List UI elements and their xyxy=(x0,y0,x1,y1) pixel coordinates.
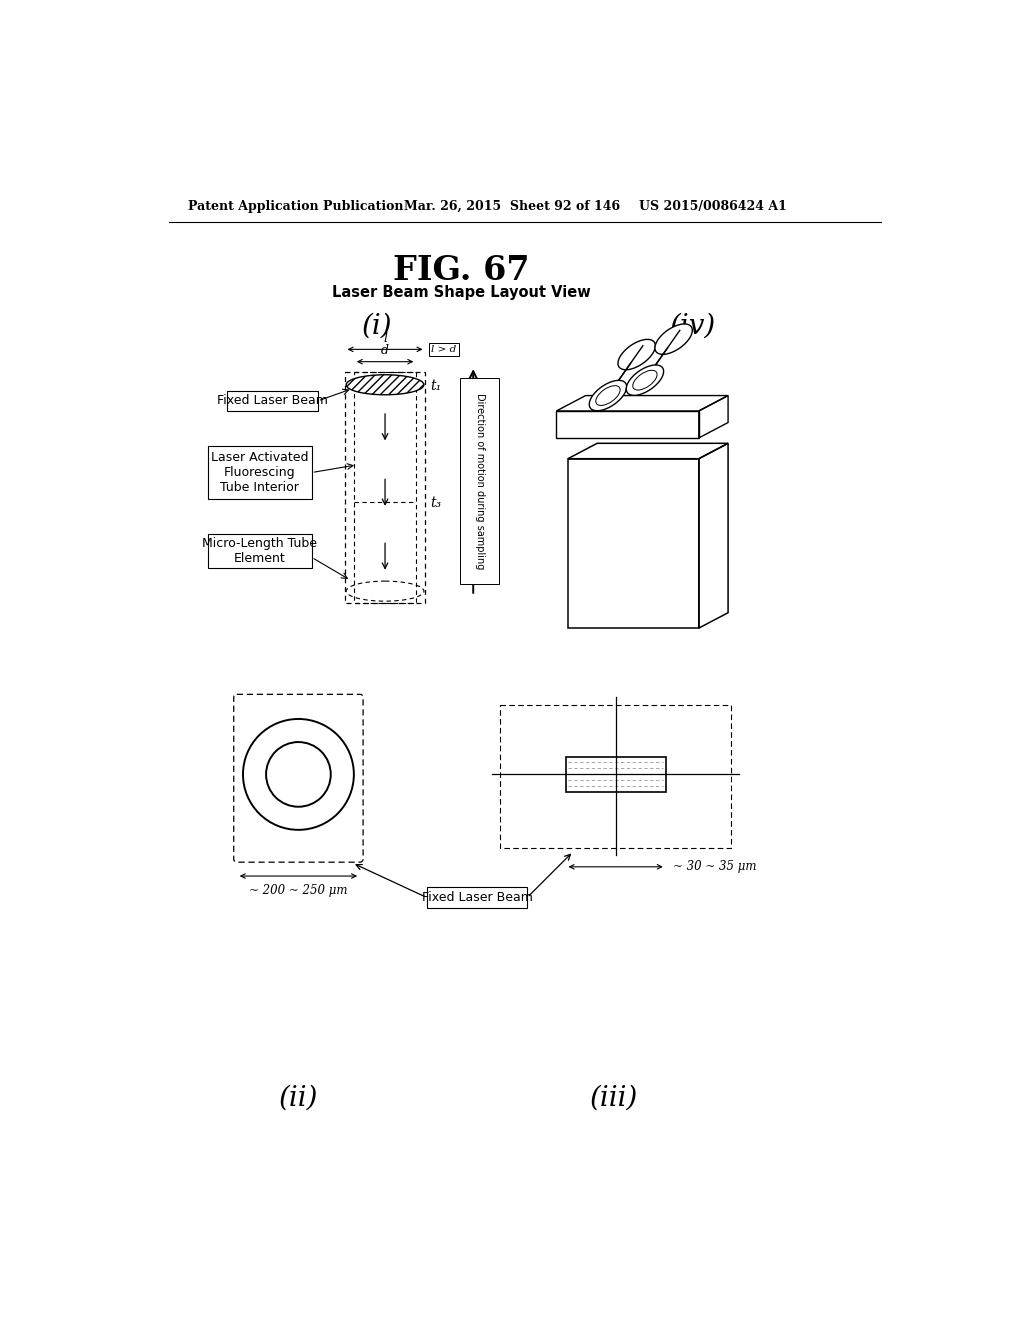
Bar xyxy=(345,372,425,603)
Text: FIG. 67: FIG. 67 xyxy=(393,253,530,286)
Text: Micro-Length Tube
Element: Micro-Length Tube Element xyxy=(202,537,317,565)
Ellipse shape xyxy=(655,323,692,354)
Bar xyxy=(226,391,317,411)
Bar xyxy=(208,535,311,568)
Text: US 2015/0086424 A1: US 2015/0086424 A1 xyxy=(639,199,786,213)
Text: Mar. 26, 2015  Sheet 92 of 146: Mar. 26, 2015 Sheet 92 of 146 xyxy=(403,199,621,213)
Text: ~ 200 ~ 250 μm: ~ 200 ~ 250 μm xyxy=(249,884,348,896)
Text: t₃: t₃ xyxy=(430,496,441,511)
Bar xyxy=(208,446,311,499)
Text: d: d xyxy=(381,345,389,358)
Ellipse shape xyxy=(627,364,664,396)
Text: Fixed Laser Beam: Fixed Laser Beam xyxy=(217,395,328,408)
Text: Fixed Laser Beam: Fixed Laser Beam xyxy=(422,891,532,904)
Ellipse shape xyxy=(589,380,627,411)
Ellipse shape xyxy=(346,375,424,395)
Text: (iii): (iii) xyxy=(590,1084,638,1111)
Bar xyxy=(427,887,527,908)
Text: ~ 30 ~ 35 μm: ~ 30 ~ 35 μm xyxy=(674,861,757,874)
Text: (ii): (ii) xyxy=(279,1084,318,1111)
Bar xyxy=(568,459,698,628)
Ellipse shape xyxy=(617,339,655,370)
Text: Laser Beam Shape Layout View: Laser Beam Shape Layout View xyxy=(332,285,591,300)
Text: l > d: l > d xyxy=(431,345,457,354)
Text: (i): (i) xyxy=(361,313,392,339)
Bar xyxy=(429,343,460,355)
Bar xyxy=(565,758,666,792)
Text: Laser Activated
Fluorescing
Tube Interior: Laser Activated Fluorescing Tube Interio… xyxy=(211,451,308,494)
Bar xyxy=(556,411,698,438)
Text: (iv): (iv) xyxy=(670,313,716,339)
Text: Direction of motion during sampling: Direction of motion during sampling xyxy=(475,393,484,569)
Bar xyxy=(354,372,416,603)
Text: l: l xyxy=(383,331,387,345)
Text: t₁: t₁ xyxy=(430,379,441,393)
Bar xyxy=(500,705,731,847)
Text: Patent Application Publication: Patent Application Publication xyxy=(188,199,403,213)
